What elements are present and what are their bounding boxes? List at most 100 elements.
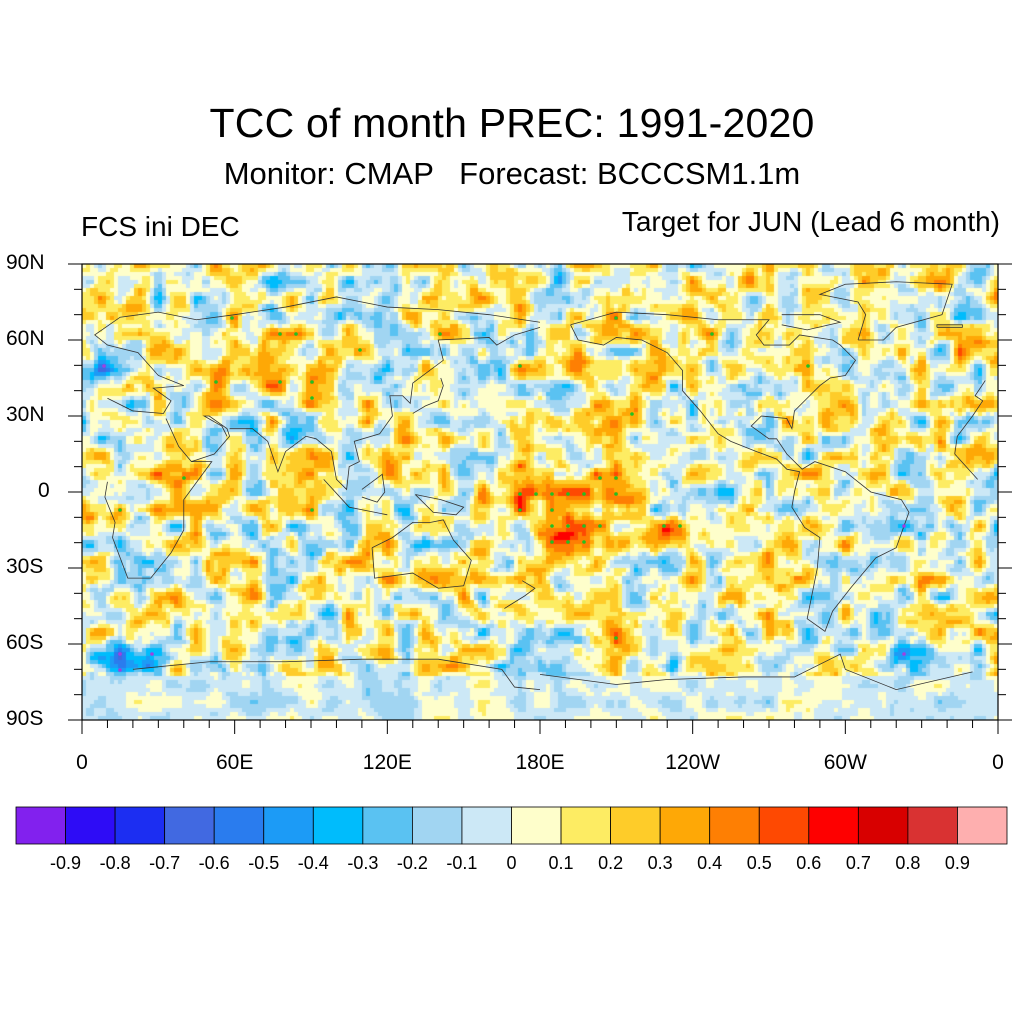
significance-dot-positive [278,332,282,336]
x-tick-label: 180E [515,751,565,774]
significance-dot-positive [598,476,602,480]
colorbar-label: -0.7 [149,853,181,873]
significance-dots [102,316,906,672]
significance-dot-positive [438,332,442,336]
significance-dot-negative [150,652,154,656]
colorbar-label: 0.3 [647,853,673,873]
y-tick-label: 90N [6,251,45,274]
x-tick-label: 60E [215,751,254,774]
significance-dot-positive [534,492,538,496]
coastlines [94,281,986,691]
axis-ticks [68,263,1012,734]
x-tick-label: 60W [823,751,867,774]
significance-dot-positive [550,524,554,528]
colorbar-box [362,806,413,845]
colorbar-label: 0.1 [548,853,574,873]
coastline [539,653,973,691]
colorbar-box [65,806,116,845]
colorbar-label: 0.9 [944,853,970,873]
colorbar-box [857,806,909,845]
significance-dot-negative [118,668,122,672]
colorbar-label: 0.5 [746,853,772,873]
significance-dot-positive [278,380,282,384]
colorbar-box [213,806,265,845]
colorbar-box [907,806,958,845]
significance-dot-positive [550,540,554,544]
significance-dot-positive [358,348,362,352]
significance-dot-positive [550,508,554,512]
x-tick-label: 0 [992,751,1004,774]
significance-dot-positive [614,316,618,320]
coastline [412,377,444,414]
significance-dot-negative [102,364,106,368]
colorbar-box [957,806,1008,845]
coastline [504,580,536,609]
significance-dot-positive [582,540,586,544]
colorbar-label: -0.5 [248,853,280,873]
coastline [974,380,986,402]
significance-dot-positive [550,492,554,496]
colorbar-box [263,806,314,845]
coastline [954,453,978,480]
significance-dot-positive [518,508,522,512]
significance-dot-positive [662,524,666,528]
coastline [570,311,910,632]
significance-dot-positive [678,524,682,528]
significance-dot-positive [630,412,634,416]
chart-subtitle: Monitor: CMAP Forecast: BCCCSM1.1m [223,156,801,191]
significance-dot-positive [598,524,602,528]
colorbar-box [709,806,760,845]
y-tick-label: 60S [6,631,44,654]
significance-dot-negative [118,652,122,656]
significance-dot-positive [230,316,234,320]
y-tick-label: 30N [6,403,45,426]
significance-dot-positive [806,364,810,368]
x-tick-label: 0 [76,751,88,774]
y-tick-label: 60N [6,327,45,350]
colorbar-label: -0.9 [50,853,82,873]
colorbar-label: 0.7 [845,853,871,873]
chart-title: TCC of month PREC: 1991-2020 [209,100,815,146]
significance-dot-positive [214,380,218,384]
significance-dot-positive [294,332,298,336]
colorbar-label: -0.3 [347,853,379,873]
colorbar-label: 0.2 [598,853,624,873]
coastline [323,479,388,516]
tcc-field [82,264,998,720]
colorbar-label: 0.4 [697,853,723,873]
coastline [936,324,963,328]
colorbar-label: -0.1 [446,853,478,873]
coastline [954,400,984,455]
colorbar-box [114,806,166,845]
colorbar-label: -0.4 [297,853,329,873]
coastline [818,281,953,341]
colorbar-box [659,806,711,845]
colorbar-label: 0.8 [895,853,921,873]
x-tick-label: 120E [362,751,412,774]
colorbar-box [411,806,463,845]
initialization-label: FCS ini DEC [81,211,240,242]
significance-dot-positive [614,636,618,640]
colorbar-box [15,806,66,845]
colorbar-label: -0.6 [198,853,230,873]
coastline [132,658,541,690]
significance-dot-positive [182,476,186,480]
significance-dot-negative [902,652,906,656]
significance-dot-positive [518,492,522,496]
colorbar [15,806,1008,845]
colorbar-box [312,806,364,845]
significance-dot-positive [518,364,522,368]
coastline [361,473,386,503]
colorbar-label: -0.2 [396,853,428,873]
significance-dot-positive [566,540,570,544]
significance-dot-positive [566,492,570,496]
significance-dot-positive [310,380,314,384]
colorbar-box [164,806,215,845]
colorbar-label: 0.6 [796,853,822,873]
colorbar-label: 0 [506,853,517,873]
significance-dot-positive [118,508,122,512]
y-tick-label: 90S [6,707,44,730]
significance-dot-negative [902,524,906,528]
target-label: Target for JUN (Lead 6 month) [621,206,1000,237]
